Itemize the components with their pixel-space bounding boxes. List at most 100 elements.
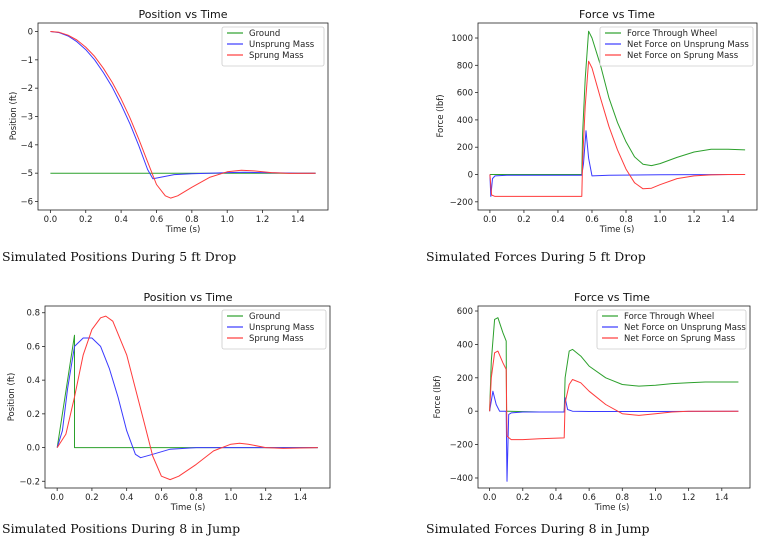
y-tick-label: 0 (468, 171, 473, 181)
y-tick-label: −200 (450, 198, 473, 208)
y-ticks: −0.2 0.0 0.2 0.4 0.6 0.8 (19, 309, 45, 487)
y-tick-label: 400 (457, 116, 473, 126)
legend-entry: Sprung Mass (249, 334, 304, 344)
caption-force-drop: Simulated Forces During 5 ft Drop (426, 249, 646, 264)
x-tick-label: 1.4 (715, 493, 729, 503)
series-line-force-through-wheel (489, 30, 746, 175)
y-tick-label: 0 (28, 28, 33, 38)
y-axis-label: Force (lbf) (436, 94, 446, 137)
x-tick-label: 1.4 (294, 493, 308, 503)
legend-entry: Unsprung Mass (249, 40, 315, 50)
x-tick-label: 0.4 (549, 493, 563, 503)
legend-entry: Ground (249, 29, 280, 39)
plot-frame (44, 305, 331, 489)
series-line-sprung-mass (56, 315, 318, 481)
x-tick-label: 1.2 (687, 215, 701, 225)
series-line-ground (56, 334, 318, 449)
y-ticks: −200 0 200 400 600 800 1000 (450, 34, 478, 208)
legend-entry: Net Force on Sprung Mass (627, 51, 739, 61)
plot-frame (477, 305, 751, 489)
series-line-net-force-on-unsprung-mass (489, 390, 739, 482)
chart-title: Position vs Time (139, 8, 228, 21)
legend-entry: Force Through Wheel (624, 312, 714, 322)
x-tick-label: 1.0 (653, 215, 667, 225)
x-tick-label: 0.2 (79, 215, 93, 225)
y-axis-label: Force (lbf) (433, 375, 443, 418)
y-tick-label: 1000 (451, 34, 473, 44)
series-line-unsprung-mass (50, 31, 316, 180)
y-axis-label: Position (ft) (7, 373, 17, 422)
plot-frame (477, 22, 758, 211)
series-line-unsprung-mass (56, 337, 318, 459)
x-tick-label: 0.0 (50, 493, 64, 503)
x-tick-label: 0.4 (114, 215, 128, 225)
series-line-net-force-on-sprung-mass (489, 60, 746, 197)
x-axis-label: Time (s) (599, 225, 635, 235)
series-line-force-through-wheel (489, 317, 739, 413)
y-axis-label: Position (ft) (9, 92, 19, 141)
series-line-sprung-mass (50, 31, 316, 199)
caption-position-jump: Simulated Positions During 8 in Jump (2, 521, 241, 536)
x-tick-label: 0.6 (582, 493, 596, 503)
chart-force-drop: Force vs Time 0.0 0.2 0.4 0.6 0.8 1.0 1.2 1.4 −… (436, 8, 758, 235)
legend-entry: Unsprung Mass (249, 323, 315, 333)
y-tick-label: 400 (457, 340, 473, 350)
legend-box (596, 309, 747, 350)
x-tick-label: 0.2 (517, 215, 531, 225)
x-tick-label: 1.4 (721, 215, 735, 225)
series-layer (489, 317, 739, 482)
y-tick-label: 800 (457, 61, 473, 71)
series-layer (489, 30, 746, 197)
x-tick-label: 0.2 (516, 493, 530, 503)
y-tick-label: 600 (457, 89, 473, 99)
series-line-net-force-on-sprung-mass (489, 350, 739, 441)
y-tick-label: −2 (20, 84, 33, 94)
x-tick-label: 1.2 (682, 493, 696, 503)
y-ticks: 0 −1 −2 −3 −4 −5 −6 (20, 28, 38, 208)
y-tick-label: 0.8 (26, 309, 40, 319)
x-axis-label: Time (s) (594, 503, 630, 513)
x-ticks: 0.0 0.2 0.4 0.6 0.8 1.0 1.2 1.4 (483, 488, 729, 503)
y-tick-label: 0.2 (26, 410, 40, 420)
x-tick-label: 0.8 (185, 215, 199, 225)
y-tick-label: 200 (457, 374, 473, 384)
x-tick-label: 1.4 (291, 215, 305, 225)
x-tick-label: 0.6 (150, 215, 164, 225)
x-ticks: 0.0 0.2 0.4 0.6 0.8 1.0 1.2 1.4 (50, 488, 307, 503)
x-tick-label: 0.8 (616, 493, 630, 503)
x-tick-label: 1.0 (224, 493, 238, 503)
y-tick-label: −6 (20, 198, 33, 208)
caption-force-jump: Simulated Forces During 8 in Jump (426, 521, 650, 536)
series-layer (50, 31, 316, 199)
x-tick-label: 0.4 (551, 215, 565, 225)
x-axis-label: Time (s) (170, 503, 206, 513)
legend-entry: Net Force on Sprung Mass (624, 334, 736, 344)
x-ticks: 0.0 0.2 0.4 0.6 0.8 1.0 1.2 1.4 (44, 210, 305, 225)
x-ticks: 0.0 0.2 0.4 0.6 0.8 1.0 1.2 1.4 (483, 210, 735, 225)
legend-box (221, 309, 327, 350)
y-ticks: −400 −200 0 200 400 600 (450, 307, 478, 484)
legend-entry: Net Force on Unsprung Mass (624, 323, 746, 333)
x-tick-label: 0.8 (619, 215, 633, 225)
legend-box (221, 26, 325, 67)
plot-frame (37, 22, 329, 211)
x-tick-label: 0.8 (189, 493, 203, 503)
chart-title: Force vs Time (574, 291, 650, 304)
y-tick-label: 200 (457, 143, 473, 153)
series-layer (56, 315, 318, 481)
x-tick-label: 0.2 (85, 493, 99, 503)
legend-entry: Sprung Mass (249, 51, 304, 61)
y-tick-label: 0 (468, 407, 473, 417)
x-axis-label: Time (s) (165, 225, 201, 235)
legend-box (599, 26, 754, 67)
y-tick-label: 0.6 (26, 342, 40, 352)
x-tick-label: 0.6 (585, 215, 599, 225)
legend-entry: Net Force on Unsprung Mass (627, 40, 749, 50)
series-line-net-force-on-unsprung-mass (489, 130, 746, 197)
y-tick-label: −4 (20, 141, 33, 151)
y-tick-label: −400 (450, 474, 473, 484)
